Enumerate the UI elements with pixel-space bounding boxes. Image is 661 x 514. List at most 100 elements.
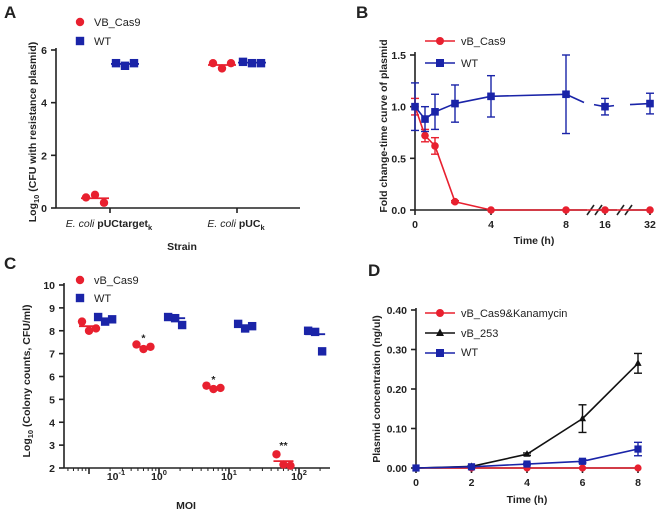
panel-c-x-tick-2: 101 bbox=[221, 468, 237, 483]
panel-a-y-label: Log10 (CFU with resistance plasmid) bbox=[27, 42, 41, 222]
panel-d-x-tick-label-1: 2 bbox=[469, 477, 475, 489]
panel-c-point-1-0-0 bbox=[93, 312, 103, 322]
panel-c-legend-label-1: WT bbox=[94, 293, 111, 305]
panel-c-y-tick-label-3: 5 bbox=[49, 394, 55, 406]
panel-c-point-0-3-0 bbox=[272, 450, 281, 459]
panel-letter-c: C bbox=[4, 254, 16, 273]
panel-b-point-1-0 bbox=[411, 102, 419, 111]
panel-b-x-tick-label-0: 0 bbox=[412, 219, 418, 231]
panel-b-legend-label-0: vB_Cas9 bbox=[461, 36, 506, 48]
panel-b-point-0-7 bbox=[646, 206, 654, 214]
panel-d-point-1-4 bbox=[634, 359, 642, 366]
panel-d-point-2-1 bbox=[467, 463, 476, 471]
panel-d-y-tick-label-1: 0.10 bbox=[387, 424, 408, 436]
panel-c-significance-0: * bbox=[141, 333, 146, 345]
panel-c-y-tick-label-8: 10 bbox=[43, 280, 55, 292]
panel-d-legend-marker-0 bbox=[436, 309, 444, 317]
panel-b-x-tick-label-4: 32 bbox=[644, 219, 656, 231]
panel-d-point-1-2 bbox=[523, 450, 531, 457]
panel-c-point-0-2-1 bbox=[209, 384, 218, 394]
panel-d-y-label: Plasmid concentration (ng/ul) bbox=[371, 315, 383, 463]
panel-b-legend-marker-0 bbox=[436, 37, 444, 45]
panel-b-legend-marker-1 bbox=[436, 59, 444, 67]
panel-c-x-tick-1: 100 bbox=[151, 468, 167, 483]
panel-a-point-0-0-2 bbox=[99, 198, 109, 207]
panel-a-category-label-0: E. coli pUCtargetk bbox=[66, 218, 153, 232]
panel-c-point-1-3-0 bbox=[303, 326, 313, 335]
panel-b-line-1-4 bbox=[490, 93, 567, 98]
panel-c-x-tick-3: 102 bbox=[291, 468, 307, 483]
panel-a-point-0-1-1 bbox=[217, 64, 227, 73]
panel-c-point-0-3-2 bbox=[286, 461, 295, 470]
panel-b-line-1-3 bbox=[454, 95, 492, 105]
panel-a-point-0-1-2 bbox=[226, 58, 236, 68]
panel-a-y-tick-label-3: 6 bbox=[41, 45, 47, 57]
panel-d-line-2-2 bbox=[526, 460, 583, 465]
panel-d-point-0-4 bbox=[634, 464, 642, 472]
panel-c-point-1-3-1 bbox=[310, 327, 320, 337]
panel-d-legend-marker-1 bbox=[436, 328, 444, 336]
panel-c-point-0-0-0 bbox=[77, 317, 87, 326]
panel-b-line-0-3 bbox=[454, 200, 492, 211]
panel-d-line-1-1 bbox=[471, 453, 528, 468]
panel-b-y-tick-label-0: 0.0 bbox=[391, 205, 406, 217]
panel-c-significance-1: * bbox=[211, 374, 216, 386]
panel-a-x-label: Strain bbox=[167, 241, 197, 253]
panel-d-y-tick-label-3: 0.30 bbox=[387, 345, 408, 357]
panel-b-y-label: Fold change-time curve of plasmid bbox=[378, 39, 390, 212]
panel-d-point-1-3 bbox=[578, 414, 587, 422]
panel-c-legend-label-0: vB_Cas9 bbox=[94, 275, 139, 287]
panel-b-point-1-7 bbox=[646, 99, 654, 108]
panel-d-line-1-3 bbox=[581, 362, 639, 420]
panel-a-point-0-1-0 bbox=[208, 58, 218, 68]
panel-a-y-tick-label-1: 2 bbox=[41, 150, 47, 162]
panel-d-legend-marker-2 bbox=[436, 349, 444, 357]
panel-b-point-1-2 bbox=[431, 108, 439, 116]
panel-b-y-tick-label-2: 1.0 bbox=[391, 102, 406, 114]
panel-a-point-0-0-1 bbox=[90, 190, 100, 200]
panel-b-point-0-1 bbox=[421, 131, 429, 140]
panel-c-point-1-2-1 bbox=[240, 324, 250, 333]
panel-d-point-2-2 bbox=[523, 460, 531, 468]
panel-c-legend-marker-1 bbox=[75, 293, 85, 303]
panel-d-line-2-0 bbox=[415, 466, 472, 469]
panel-d-legend-label-0: vB_Cas9&Kanamycin bbox=[461, 308, 567, 320]
panel-c-point-1-2-0 bbox=[233, 319, 243, 329]
panel-b-point-1-4 bbox=[487, 92, 495, 101]
panel-a-legend-label-0: VB_Cas9 bbox=[94, 17, 140, 29]
panel-c-y-tick-label-4: 6 bbox=[49, 372, 55, 384]
panel-c-y-tick-label-6: 8 bbox=[49, 326, 55, 338]
panel-c-significance-2: ** bbox=[279, 440, 288, 452]
panel-a-legend-label-1: WT bbox=[94, 36, 111, 48]
panel-letter-a: A bbox=[4, 3, 16, 22]
panel-d-line-2-1 bbox=[471, 463, 528, 468]
panel-b-point-0-5 bbox=[562, 206, 570, 214]
panel-c-y-tick-label-0: 2 bbox=[49, 463, 55, 475]
panel-d-x-tick-label-3: 6 bbox=[580, 477, 586, 489]
panel-d-x-label: Time (h) bbox=[507, 494, 548, 506]
panel-letter-d: D bbox=[368, 261, 380, 280]
panel-d-y-tick-label-0: 0.00 bbox=[387, 463, 408, 475]
panel-b-x-tick-label-2: 8 bbox=[563, 219, 569, 231]
panel-d-line-2-3 bbox=[582, 448, 639, 463]
panel-d-point-0-3 bbox=[578, 464, 587, 472]
panel-c-point-1-3-2 bbox=[317, 347, 327, 356]
panel-a-legend-marker-1 bbox=[75, 36, 85, 46]
panel-c-x-label: MOI bbox=[176, 500, 196, 512]
panel-c-x-tick-0: 10-1 bbox=[107, 468, 125, 483]
panel-c-point-1-0-1 bbox=[100, 317, 110, 326]
panel-b-legend-label-1: WT bbox=[461, 58, 478, 70]
panel-b-point-1-1 bbox=[421, 115, 429, 123]
panel-c-y-label: Log10 (Colony counts, CFU/ml) bbox=[21, 304, 35, 457]
panel-b-point-1-3 bbox=[451, 99, 459, 108]
panel-b-point-0-6 bbox=[601, 206, 609, 214]
panel-d-y-tick-label-2: 0.20 bbox=[387, 384, 408, 396]
panel-b-y-tick-label-3: 1.5 bbox=[391, 50, 406, 62]
panel-d-y-tick-label-4: 0.40 bbox=[387, 305, 408, 317]
panel-c-y-tick-label-5: 7 bbox=[49, 349, 55, 361]
panel-d-point-2-3 bbox=[578, 457, 587, 465]
panel-b-x-tick-label-1: 4 bbox=[488, 219, 494, 231]
panel-a-point-1-0-1 bbox=[120, 61, 130, 70]
panel-b-y-tick-label-1: 0.5 bbox=[391, 153, 406, 165]
